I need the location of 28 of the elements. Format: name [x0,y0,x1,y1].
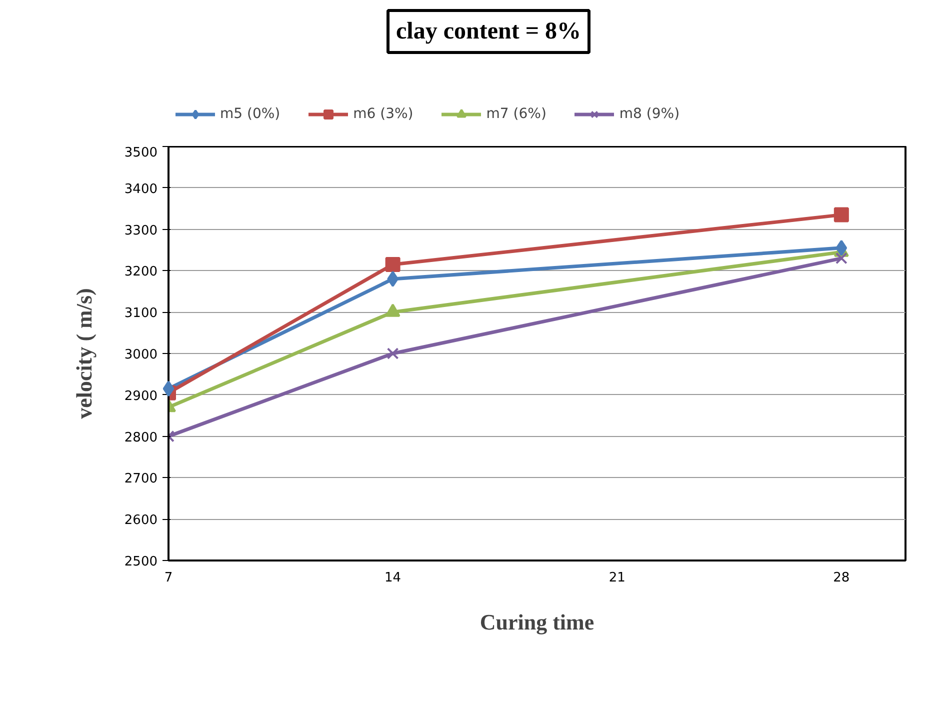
x-tick-label: 21 [608,570,626,586]
legend-label: m5 (0%) [220,106,280,122]
x-tick-label: 28 [833,570,850,586]
y-tick-label: 2500 [124,554,158,570]
point [836,240,848,256]
point [385,256,400,272]
y-tick-label: 3200 [124,264,158,280]
y-tick-label: 3300 [124,223,158,238]
y-tick-label: 3500 [124,146,158,160]
point [835,252,848,264]
x-axis-title: Curing time [480,610,594,634]
legend-label: m7 (6%) [486,106,546,122]
legend-label: m6 (3%) [353,106,414,122]
point [834,207,849,222]
x-tick-label: 7 [164,570,173,586]
y-tick-label: 3400 [124,182,158,197]
y-tick-label: 2600 [124,513,158,528]
point [386,348,399,360]
legend-label: m8 (9%) [619,106,680,122]
y-tick-label: 2700 [124,472,158,487]
chart-title: clay content = 8% [396,18,581,44]
y-tick-label: 2800 [124,430,158,446]
y-tick-label: 3000 [124,348,158,362]
x-tick-label: 14 [384,570,402,586]
y-tick-label: 2900 [124,388,158,404]
point [162,380,174,397]
y-tick-label: 3100 [124,306,158,322]
y-axis-title: velocity ( m/s) [71,288,96,419]
